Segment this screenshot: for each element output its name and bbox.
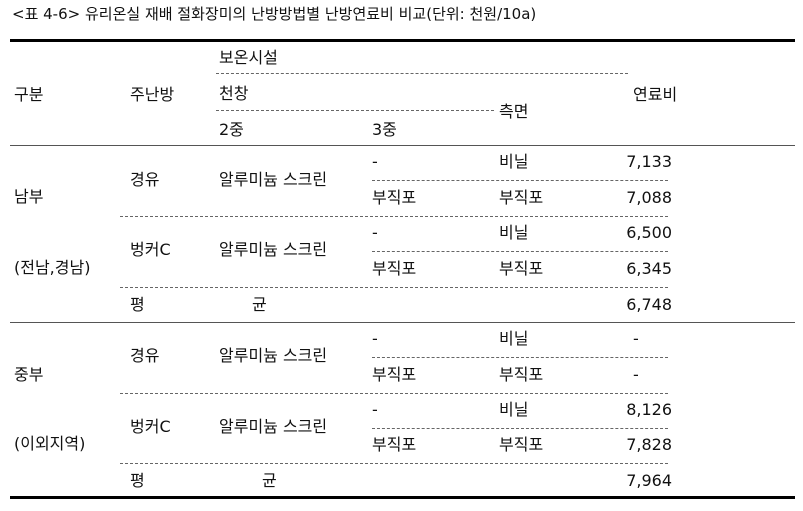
screen-type: 알루미늄 스크린 (219, 240, 328, 259)
top-rule (10, 39, 795, 42)
heating-type: 벙커C (130, 417, 171, 436)
fuel-cost-value: 7,133 (626, 152, 672, 171)
header-fuel-cost: 연료비 (633, 85, 678, 104)
region-south: 남부 (14, 187, 44, 206)
fuel-cost-value: 7,088 (626, 188, 672, 207)
screen-type: 알루미늄 스크린 (219, 346, 328, 365)
triple-value: - (372, 329, 378, 348)
triple-value: 부직포 (372, 259, 417, 278)
screen-type: 알루미늄 스크린 (219, 170, 328, 189)
triple-value: 부직포 (372, 435, 417, 454)
average-label-2: 균 (262, 471, 277, 490)
average-label-2: 균 (252, 295, 267, 314)
side-value: 비닐 (499, 223, 529, 242)
triple-value: - (372, 152, 378, 171)
dash-insulation (216, 73, 628, 74)
group-dash (120, 463, 668, 464)
table-caption: <표 4-6> 유리온실 재배 절화장미의 난방방법별 난방연료비 비교(단위:… (12, 5, 537, 23)
row-dash (372, 357, 668, 358)
heating-type: 벙커C (130, 240, 171, 259)
header-double: 2중 (219, 120, 244, 139)
row-dash (372, 180, 668, 181)
average-value: 7,964 (626, 471, 672, 490)
side-value: 비닐 (499, 152, 529, 171)
fuel-cost-value: - (633, 365, 639, 384)
side-value: 비닐 (499, 329, 529, 348)
side-value: 부직포 (499, 188, 544, 207)
triple-value: 부직포 (372, 365, 417, 384)
fuel-cost-value: 7,828 (626, 435, 672, 454)
region-south-sub: (전남,경남) (14, 258, 91, 277)
group-dash (120, 393, 668, 394)
triple-value: 부직포 (372, 188, 417, 207)
average-label-1: 평 (130, 295, 145, 314)
header-side: 측면 (499, 102, 529, 121)
triple-value: - (372, 400, 378, 419)
heating-type: 경유 (130, 346, 160, 365)
group-dash (120, 287, 668, 288)
header-ceiling: 천창 (219, 84, 249, 103)
screen-type: 알루미늄 스크린 (219, 417, 328, 436)
fuel-cost-value: - (633, 329, 639, 348)
triple-value: - (372, 223, 378, 242)
header-triple: 3중 (372, 120, 397, 139)
bottom-rule (10, 496, 795, 499)
average-value: 6,748 (626, 295, 672, 314)
heating-type: 경유 (130, 170, 160, 189)
header-insulation: 보온시설 (219, 48, 278, 67)
side-value: 부직포 (499, 259, 544, 278)
dash-ceiling (216, 110, 494, 111)
header-main-heating: 주난방 (130, 85, 175, 104)
fuel-cost-value: 6,345 (626, 259, 672, 278)
row-dash (372, 428, 668, 429)
header-gubun: 구분 (14, 85, 44, 104)
section-divider-rule (10, 322, 795, 323)
fuel-cost-value: 6,500 (626, 223, 672, 242)
average-label-1: 평 (130, 471, 145, 490)
fuel-cost-value: 8,126 (626, 400, 672, 419)
region-central: 중부 (14, 365, 44, 384)
region-central-sub: (이외지역) (14, 434, 86, 453)
side-value: 비닐 (499, 400, 529, 419)
side-value: 부직포 (499, 365, 544, 384)
side-value: 부직포 (499, 435, 544, 454)
row-dash (372, 251, 668, 252)
group-dash (120, 216, 668, 217)
header-bottom-rule (10, 145, 795, 146)
